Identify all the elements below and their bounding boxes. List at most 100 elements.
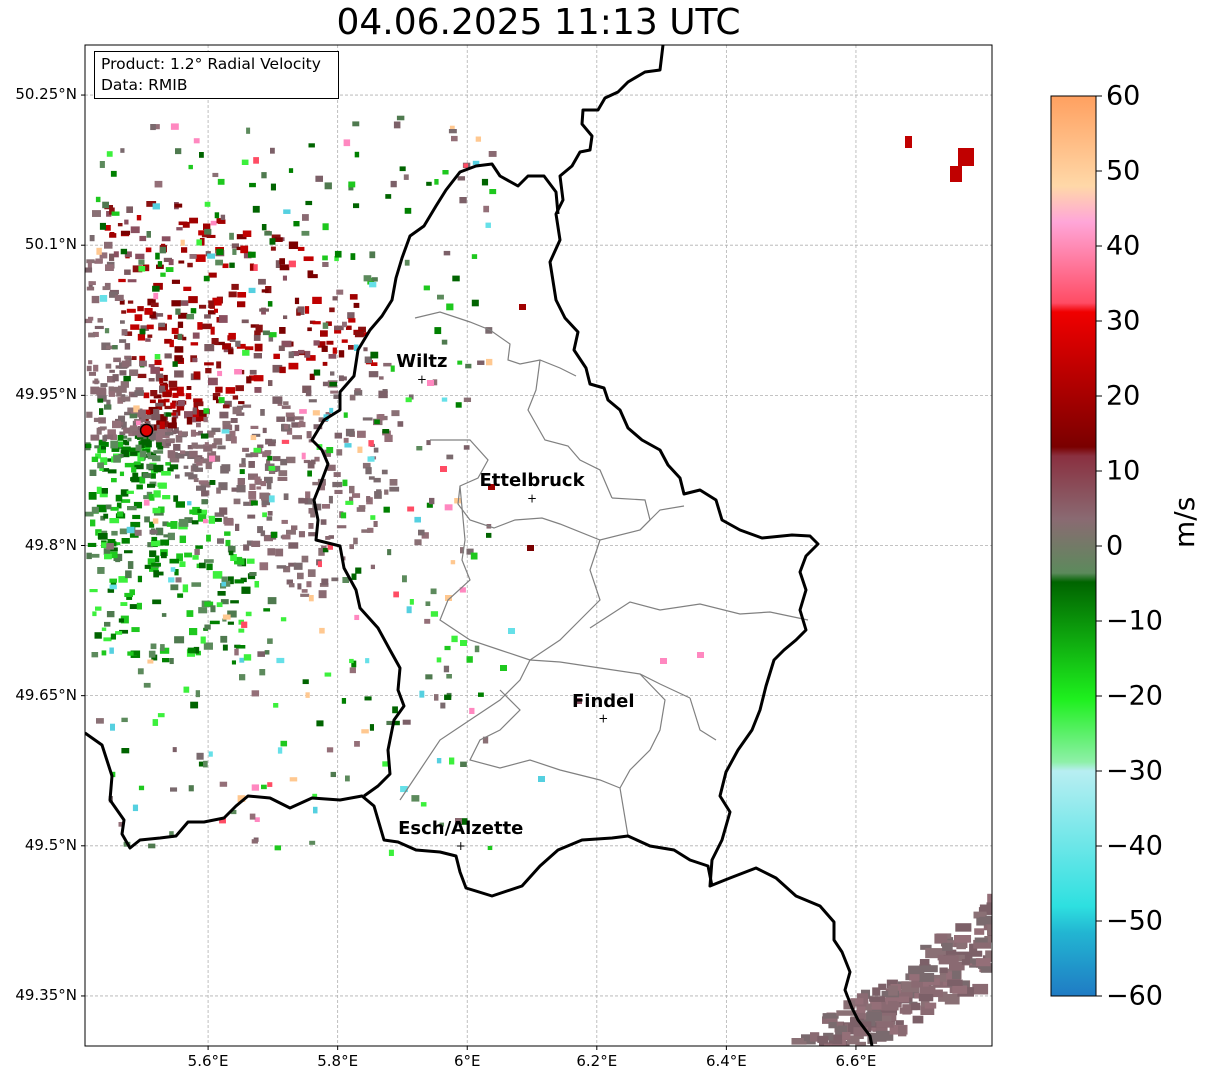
echo-cell <box>322 381 333 387</box>
echo-cell <box>195 401 204 407</box>
echo-cell <box>90 519 96 527</box>
echo-cell <box>430 588 437 595</box>
echo-cell <box>188 164 193 170</box>
echo-cell <box>208 377 218 386</box>
echo-cell <box>86 552 92 560</box>
radar-echoes <box>85 115 992 1046</box>
echo-cell <box>86 411 93 418</box>
echo-cell <box>88 360 93 365</box>
echo-cell <box>213 393 221 397</box>
echo-cell <box>870 1045 888 1046</box>
echo-cell <box>212 172 219 178</box>
echo-cell <box>243 501 254 506</box>
echo-cell <box>236 485 246 493</box>
echo-cell <box>240 245 249 254</box>
echo-cell <box>137 373 147 379</box>
echo-cell <box>312 793 318 799</box>
echo-cell <box>96 247 102 255</box>
echo-cell <box>899 1007 913 1014</box>
echo-cell <box>355 567 362 574</box>
echo-cell <box>846 1037 860 1045</box>
echo-cell <box>121 538 130 544</box>
product-label: Product: 1.2° Radial Velocity <box>101 55 321 73</box>
echo-cell <box>267 782 273 787</box>
echo-cell <box>235 340 241 347</box>
echo-cell <box>200 433 209 439</box>
echo-cell <box>405 397 412 403</box>
echo-cell <box>178 312 188 319</box>
echo-cell <box>127 561 134 569</box>
echo-cell <box>344 443 352 448</box>
echo-cell <box>208 515 216 524</box>
echo-cell <box>147 542 153 548</box>
echo-cell <box>107 376 116 383</box>
echo-cell <box>342 479 348 487</box>
echo-cell <box>291 525 298 531</box>
echo-cell <box>118 576 128 583</box>
echo-cell <box>308 399 317 403</box>
echo-cell <box>205 433 214 438</box>
echo-cell <box>246 540 253 546</box>
echo-cell <box>212 443 217 449</box>
echo-cell <box>322 548 329 553</box>
echo-cell <box>300 593 310 597</box>
echo-cell <box>202 323 212 330</box>
echo-cell <box>261 498 271 506</box>
echo-cell <box>934 933 948 944</box>
echo-cell <box>288 168 294 173</box>
echo-cell <box>944 994 960 1005</box>
colorbar-tick-label: 30 <box>1106 305 1141 337</box>
echo-cell <box>192 332 200 339</box>
echo-cell <box>153 394 162 399</box>
country-borders <box>85 45 874 1046</box>
echo-cell <box>227 545 236 553</box>
echo-cell <box>519 304 526 310</box>
echo-cell <box>171 279 180 284</box>
echo-cell <box>324 182 332 190</box>
echo-cell <box>118 278 126 283</box>
echo-cell <box>126 596 133 600</box>
echo-cell <box>345 428 355 437</box>
echo-cell <box>97 462 104 469</box>
echo-cell <box>870 997 887 1008</box>
echo-cell <box>203 760 208 768</box>
echo-cell <box>242 404 252 408</box>
echo-cell <box>311 459 316 465</box>
echo-cell <box>203 518 208 524</box>
echo-cell <box>471 254 478 259</box>
echo-cell <box>155 124 160 130</box>
echo-cell <box>217 591 226 596</box>
echo-cell <box>108 386 114 394</box>
echo-cell <box>220 599 229 605</box>
echo-cell <box>155 373 164 382</box>
echo-cell <box>228 348 234 355</box>
echo-cell <box>210 220 217 226</box>
echo-cell <box>393 121 401 129</box>
echo-cell <box>130 521 141 528</box>
echo-cell <box>224 400 232 407</box>
echo-cell <box>169 339 174 348</box>
echo-cell <box>220 214 226 220</box>
echo-cell <box>167 422 177 429</box>
echo-cell <box>162 521 169 527</box>
echo-cell <box>161 236 171 242</box>
echo-cell <box>850 998 864 1005</box>
echo-cell <box>134 390 144 396</box>
echo-cell <box>256 486 262 490</box>
echo-cell <box>218 482 228 491</box>
echo-cell <box>381 469 388 475</box>
echo-cell <box>478 692 484 697</box>
echo-cell <box>343 139 351 147</box>
echo-cell <box>357 430 366 438</box>
echo-cell <box>267 511 273 516</box>
echo-cell <box>253 375 264 382</box>
echo-cell <box>241 586 251 594</box>
lon-tick-label: 5.6°E <box>187 1052 229 1070</box>
echo-cell <box>138 409 146 417</box>
echo-cell <box>204 201 211 207</box>
echo-cell <box>474 645 480 653</box>
echo-cell <box>104 241 113 249</box>
echo-cell <box>371 277 378 282</box>
echo-cell <box>149 529 158 535</box>
echo-cell <box>272 396 283 404</box>
